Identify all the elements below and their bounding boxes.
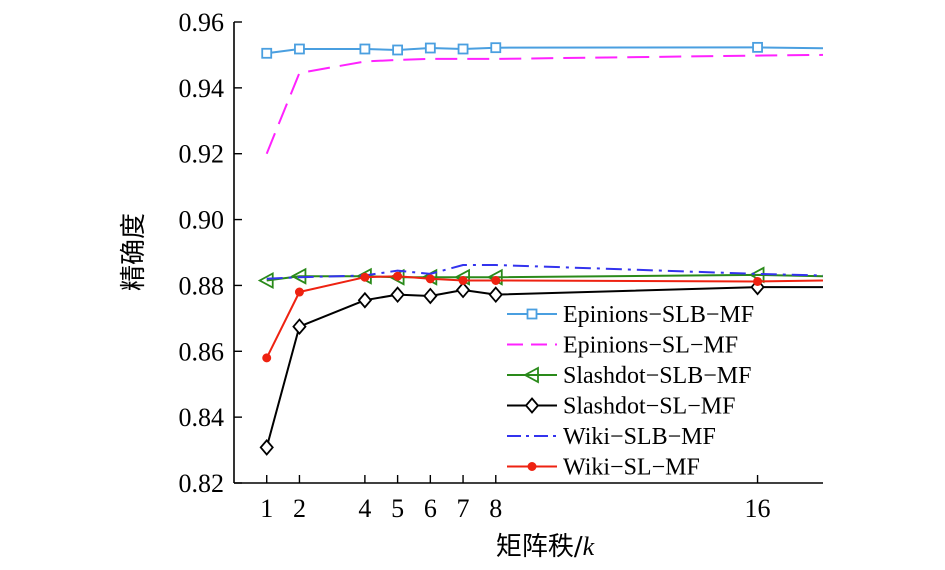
data-point [752, 41, 763, 53]
data-point [390, 286, 405, 304]
data-point [392, 44, 404, 56]
y-tick-label: 0.88 [179, 271, 225, 300]
y-tick-label: 0.84 [179, 403, 225, 432]
series-3 [259, 278, 823, 456]
legend-label: Wiki−SLB−MF [563, 424, 716, 450]
data-point [490, 42, 502, 54]
data-point [455, 281, 471, 299]
y-tick-label: 0.96 [179, 8, 225, 37]
series-line [266, 46, 824, 55]
data-point [458, 275, 468, 285]
x-tick-label: 7 [457, 494, 470, 523]
y-tick-label: 0.90 [179, 206, 225, 235]
legend-marker [527, 462, 537, 471]
legend-entry: Epinions−SL−MF [507, 333, 738, 359]
data-point [488, 286, 503, 304]
series-line [266, 264, 824, 280]
legend-marker [524, 397, 540, 414]
data-point [357, 291, 373, 309]
y-tick-label: 0.94 [179, 74, 225, 103]
legend-label: Wiki−SL−MF [563, 455, 700, 481]
x-axis-label: 矩阵秩/k [496, 532, 595, 562]
legend-marker [526, 308, 538, 320]
series-2 [257, 266, 824, 289]
legend-label: Slashdot−SLB−MF [563, 363, 751, 389]
y-tick-label: 0.86 [179, 337, 225, 366]
series-line [265, 53, 824, 155]
data-point [257, 271, 274, 289]
x-tick-label: 5 [391, 494, 404, 523]
data-point [491, 275, 501, 285]
y-axis-label: 精确度 [119, 213, 149, 291]
plot-area [257, 41, 824, 456]
legend-entry: Wiki−SLB−MF [507, 424, 716, 450]
data-point [360, 272, 370, 282]
data-point [262, 353, 272, 363]
x-tick-label: 16 [745, 494, 771, 523]
x-tick-label: 1 [260, 494, 273, 523]
y-tick-label: 0.92 [179, 140, 225, 169]
x-tick-label: 2 [293, 494, 306, 523]
data-point [753, 276, 763, 286]
legend-entry: Slashdot−SL−MF [507, 394, 735, 420]
data-point [292, 318, 307, 335]
legend-entry: Slashdot−SLB−MF [507, 363, 751, 389]
legend-marker [523, 366, 539, 384]
data-point [425, 274, 435, 284]
series-1 [265, 53, 824, 155]
data-point [457, 43, 469, 55]
legend: Epinions−SLB−MF Epinions−SL−MF Slashdot−SL… [507, 302, 754, 481]
x-axis-label-main: 矩阵秩/ [496, 532, 583, 562]
x-tick-label: 8 [489, 494, 502, 523]
data-point [261, 47, 273, 59]
legend-entry: Epinions−SLB−MF [507, 302, 754, 328]
series-0 [261, 41, 824, 59]
x-tick-label: 4 [358, 494, 371, 523]
data-point [294, 43, 305, 55]
data-point [424, 42, 436, 54]
axes: 0.82 0.84 0.86 0.88 0.90 0.92 0.94 0.96 1 2 4 5 6 7 8 1… [179, 8, 823, 523]
y-tick-label: 0.82 [179, 469, 225, 498]
data-point [393, 271, 403, 281]
series-5 [262, 271, 824, 363]
x-tick-label: 6 [424, 494, 437, 523]
x-axis-label-var: k [583, 532, 595, 561]
legend-entry: Wiki−SL−MF [507, 455, 700, 481]
data-point [294, 287, 304, 297]
legend-label: Epinions−SL−MF [563, 333, 738, 359]
series-4 [266, 264, 824, 280]
legend-label: Epinions−SLB−MF [563, 302, 754, 328]
data-point [359, 43, 371, 55]
data-point [423, 287, 438, 305]
legend-label: Slashdot−SL−MF [563, 394, 735, 420]
data-point [259, 439, 274, 456]
